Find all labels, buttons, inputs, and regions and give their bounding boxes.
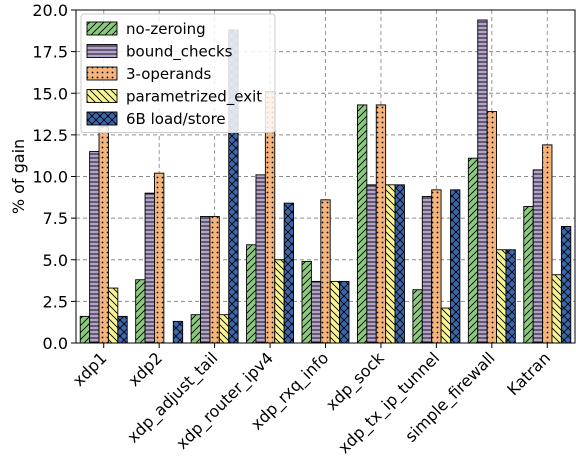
bar-outline (385, 184, 396, 344)
legend-swatch-outline (86, 66, 118, 81)
bar-outline (209, 216, 220, 344)
y-axis: 0.0 2.5 5.0 7.5 10.0 12.5 15.0 17.5 20.0 (32, 1, 76, 353)
y-tick-label: 5.0 (43, 251, 68, 270)
legend-label: 3-operands (126, 65, 212, 83)
bar-outline (144, 192, 155, 344)
bar-outline (107, 287, 119, 344)
bar-outline (246, 244, 257, 344)
y-tick-label: 7.5 (43, 209, 68, 228)
bar-outline (560, 225, 572, 344)
bar-outline (283, 202, 295, 344)
y-axis-label: % of gain (9, 139, 28, 214)
bar-outline (320, 199, 331, 344)
bar-outline (542, 144, 553, 344)
bar-outline (154, 172, 165, 344)
legend-swatch-outline (86, 111, 118, 126)
y-tick-label: 17.5 (32, 43, 68, 62)
y-tick-label: 12.5 (32, 126, 68, 145)
x-tick-label: xdp1 (69, 348, 111, 390)
legend-swatch-outline (86, 44, 118, 58)
bar-outline (486, 111, 497, 344)
bar-outline (89, 151, 100, 344)
bar-outline (301, 260, 312, 344)
legend: no-zeroing bound_checks 3-operands parametr… (80, 13, 276, 133)
bar-outline (172, 320, 184, 344)
bar-outline (339, 280, 350, 344)
bar-outline (551, 274, 562, 344)
bar-outline (79, 315, 91, 344)
bar-outline (255, 174, 266, 344)
bar-outline (200, 216, 211, 344)
x-tick-label: xdp2 (124, 348, 166, 390)
bar-outline (135, 279, 146, 344)
x-tick-label: Katran (503, 348, 554, 399)
bar-outline (505, 249, 516, 344)
y-tick-label: 10.0 (32, 168, 68, 187)
bar-outline (310, 280, 322, 344)
bar-outline (98, 126, 109, 344)
legend-swatch-outline (86, 21, 118, 36)
x-tick-label: xdp_tx_ip_tunnel (334, 348, 444, 458)
bar-outline (274, 259, 285, 344)
bar-outline (394, 184, 405, 344)
y-tick-label: 0.0 (43, 334, 68, 353)
bar-outline (218, 314, 230, 344)
legend-box (80, 13, 276, 133)
x-axis: xdp1 xdp2xdp_adjust_tailxdp_router_ipv4xd… (69, 343, 554, 458)
bar-outline (440, 307, 451, 344)
bar-outline (356, 104, 368, 344)
y-tick-label: 20.0 (32, 1, 68, 20)
bar-outline (190, 314, 201, 344)
bar-outline (421, 196, 433, 344)
legend-swatch-outline (86, 89, 118, 103)
bar-outline (523, 206, 534, 344)
bar-outline (450, 189, 461, 344)
bar-outline (431, 189, 442, 344)
bar-outline (467, 157, 479, 344)
legend-label: 6B load/store (126, 110, 226, 128)
y-tick-label: 2.5 (43, 292, 68, 311)
bar-outline (117, 315, 128, 344)
x-tick-label: xdp_router_ipv4 (172, 348, 277, 453)
bar-outline (375, 104, 387, 344)
y-tick-label: 15.0 (32, 84, 68, 103)
legend-label: bound_checks (126, 43, 233, 62)
bar-outline (477, 19, 488, 344)
bar-outline (412, 289, 423, 344)
legend-label: parametrized_exit (126, 88, 262, 107)
legend-label: no-zeroing (126, 20, 206, 38)
bar-outline (366, 184, 377, 344)
bar-outline (329, 280, 341, 344)
bar-outline (532, 169, 544, 344)
bar-outline (496, 249, 507, 344)
